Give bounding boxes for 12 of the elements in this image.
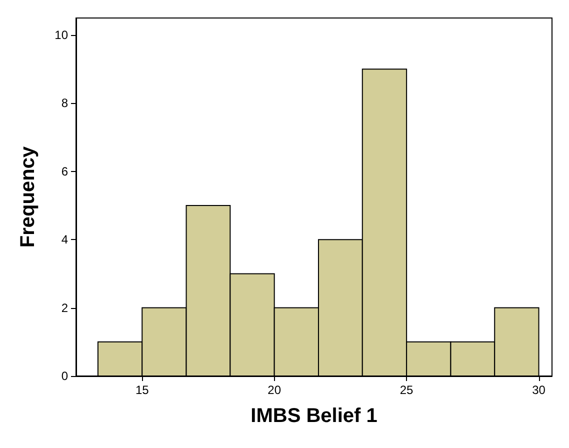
x-tick-label: 15 <box>135 383 150 397</box>
y-axis-title: Frequency <box>17 146 39 248</box>
y-tick-label: 4 <box>61 232 68 247</box>
y-tick-label: 2 <box>61 300 68 315</box>
y-tick-label: 8 <box>61 96 68 110</box>
x-axis-title: IMBS Belief 1 <box>250 405 378 427</box>
y-tick-label: 6 <box>61 164 68 178</box>
y-tick-label: 10 <box>54 28 68 42</box>
x-tick-label: 25 <box>400 383 414 397</box>
x-tick-label: 20 <box>268 383 282 397</box>
y-tick-label: 0 <box>61 369 68 383</box>
x-tick-label: 30 <box>532 383 546 397</box>
